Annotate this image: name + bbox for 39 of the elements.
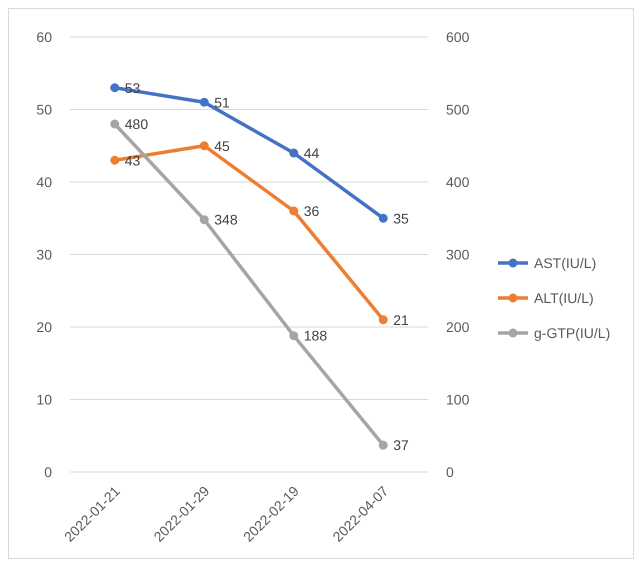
point bbox=[200, 98, 209, 107]
y-tick-label: 50 bbox=[36, 102, 52, 118]
data-label: 35 bbox=[393, 210, 410, 226]
point bbox=[289, 331, 298, 340]
data-label: 44 bbox=[304, 145, 320, 161]
point bbox=[289, 206, 298, 216]
data-label: 21 bbox=[393, 312, 410, 328]
point bbox=[200, 141, 209, 150]
y-tick-label: 30 bbox=[36, 246, 52, 262]
point bbox=[200, 215, 209, 224]
data-label: 37 bbox=[393, 437, 410, 454]
y2-tick-label: 100 bbox=[446, 392, 470, 408]
y-tick-label: 60 bbox=[36, 29, 52, 45]
y-tick-label: 0 bbox=[44, 464, 52, 480]
y2-tick-label: 0 bbox=[446, 464, 454, 480]
legend-label: AST(IU/L) bbox=[534, 255, 596, 271]
point bbox=[378, 315, 388, 324]
y-tick-label: 20 bbox=[36, 319, 52, 335]
y-tick-label: 10 bbox=[36, 392, 52, 408]
y2-tick-label: 400 bbox=[446, 174, 470, 190]
data-label: 36 bbox=[304, 203, 320, 219]
legend-label: g-GTP(IU/L) bbox=[534, 325, 610, 341]
y2-tick-label: 600 bbox=[446, 29, 470, 45]
data-label: 348 bbox=[214, 212, 238, 228]
y-tick-label: 40 bbox=[36, 174, 52, 190]
legend-label: ALT(IU/L) bbox=[534, 290, 594, 306]
y2-tick-label: 300 bbox=[446, 246, 470, 262]
point bbox=[289, 148, 298, 158]
point bbox=[110, 156, 120, 165]
y2-tick-label: 500 bbox=[446, 102, 470, 118]
data-label: 188 bbox=[304, 328, 328, 344]
point bbox=[378, 214, 388, 223]
point bbox=[110, 83, 120, 92]
point bbox=[378, 440, 388, 450]
y2-tick-label: 200 bbox=[446, 319, 470, 335]
data-label: 51 bbox=[214, 94, 230, 110]
data-label: 45 bbox=[214, 138, 230, 154]
data-label: 480 bbox=[124, 116, 148, 132]
point bbox=[110, 120, 120, 128]
